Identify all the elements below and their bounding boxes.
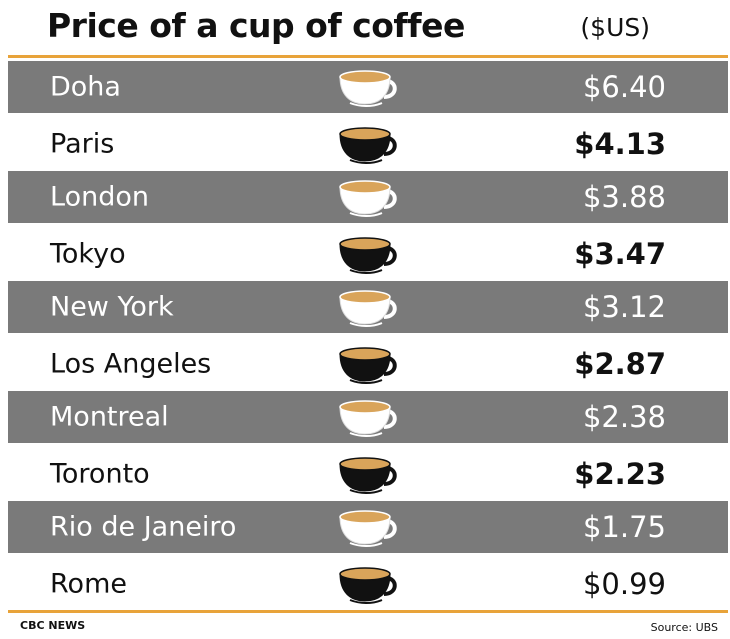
table-row: Paris $4.13 — [8, 116, 728, 171]
table-row: Montreal $2.38 — [8, 391, 728, 443]
price-value: $1.75 — [582, 510, 666, 544]
city-label: Toronto — [50, 458, 150, 489]
top-accent-rule — [8, 55, 728, 58]
price-value: $0.99 — [582, 566, 666, 601]
table-row: Toronto $2.23 — [8, 446, 728, 501]
coffee-cup-icon — [339, 180, 397, 217]
city-label: Tokyo — [50, 238, 126, 269]
table-row: Rio de Janeiro $1.75 — [8, 501, 728, 553]
table-row: London $3.88 — [8, 171, 728, 223]
city-label: Rome — [50, 568, 127, 599]
table-row: Rome $0.99 — [8, 556, 728, 611]
coffee-cup-icon — [339, 126, 397, 164]
table-row: Tokyo $3.47 — [8, 226, 728, 281]
price-table: Doha $6.40 Paris $4.13 London $3.88 Tokyo $3.47… — [8, 61, 728, 611]
table-row: New York $3.12 — [8, 281, 728, 333]
city-label: Montreal — [50, 401, 169, 433]
coffee-cup-icon — [339, 456, 397, 494]
coffee-cup-icon — [339, 290, 397, 327]
price-value: $3.47 — [574, 236, 666, 271]
table-row: Doha $6.40 — [8, 61, 728, 113]
brand-label: CBC NEWS — [20, 619, 86, 632]
coffee-cup-icon — [339, 400, 397, 437]
coffee-cup-icon — [339, 566, 397, 604]
table-row: Los Angeles $2.87 — [8, 336, 728, 391]
city-label: Paris — [50, 128, 115, 159]
city-label: Doha — [50, 71, 121, 103]
price-value: $2.87 — [574, 346, 666, 381]
city-label: New York — [50, 291, 174, 323]
coffee-cup-icon — [339, 70, 397, 107]
price-value: $3.12 — [582, 290, 666, 324]
bottom-accent-rule — [8, 610, 728, 613]
city-label: London — [50, 181, 149, 213]
source-label: Source: UBS — [650, 621, 718, 634]
city-label: Rio de Janeiro — [50, 511, 237, 543]
coffee-cup-icon — [339, 510, 397, 547]
price-value: $4.13 — [574, 126, 666, 161]
coffee-cup-icon — [339, 346, 397, 384]
unit-label: ($US) — [580, 13, 650, 42]
chart-title: Price of a cup of coffee — [47, 6, 465, 45]
price-value: $2.38 — [582, 400, 666, 434]
coffee-cup-icon — [339, 236, 397, 274]
price-value: $6.40 — [582, 70, 666, 104]
city-label: Los Angeles — [50, 348, 212, 379]
price-value: $3.88 — [582, 180, 666, 214]
price-value: $2.23 — [574, 456, 666, 491]
